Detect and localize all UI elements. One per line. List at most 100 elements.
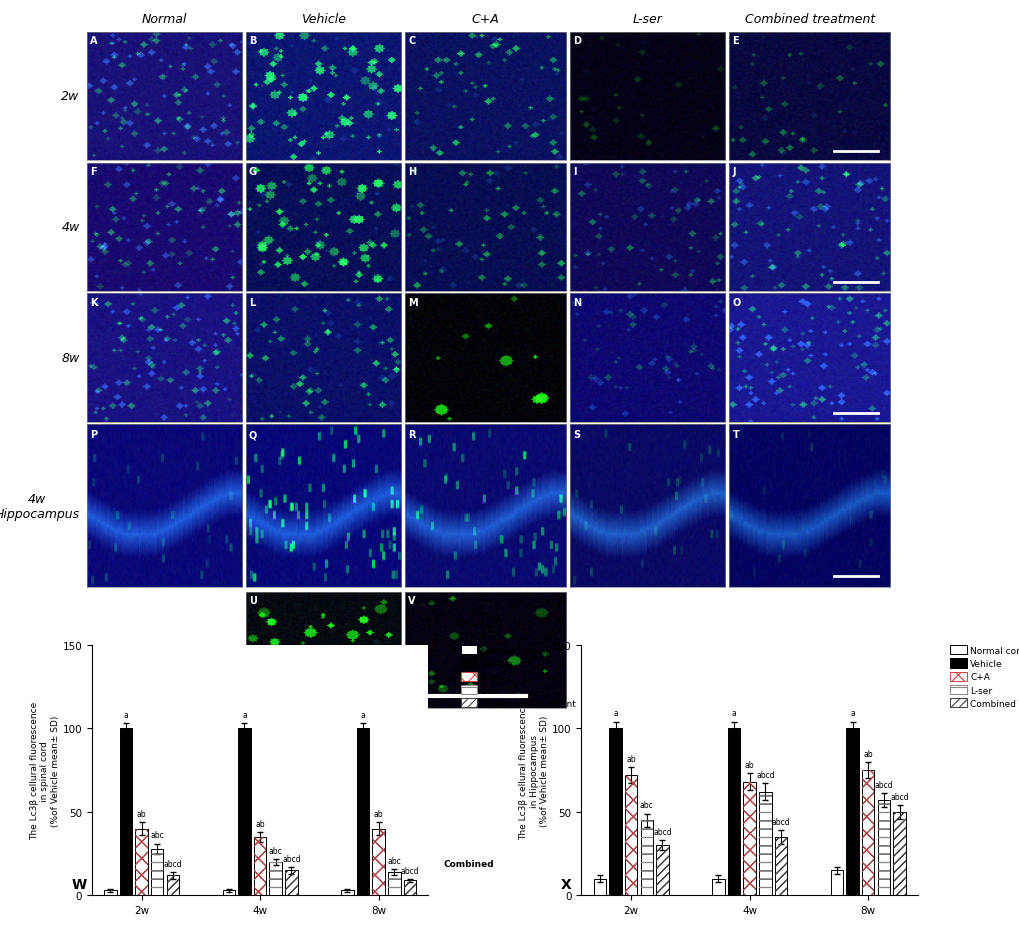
Bar (119, 728, 132, 896)
Bar (893, 812, 905, 896)
Text: abc: abc (150, 831, 164, 840)
Text: E: E (732, 36, 739, 46)
Bar (640, 820, 652, 896)
Bar (608, 728, 622, 896)
Bar (254, 837, 266, 896)
Bar (846, 728, 858, 896)
Bar (758, 792, 770, 896)
Bar (743, 782, 755, 896)
Text: a: a (731, 709, 736, 717)
Text: ab: ab (744, 760, 754, 769)
Text: abcd: abcd (652, 827, 672, 836)
Text: T: T (732, 430, 739, 440)
Bar (238, 728, 251, 896)
Text: Vehicle: Vehicle (301, 13, 345, 26)
Text: a: a (612, 709, 618, 717)
Bar (655, 845, 668, 896)
Bar (254, 837, 266, 896)
Text: 2w: 2w (61, 90, 79, 103)
Text: P: P (90, 430, 97, 440)
Text: O: O (732, 298, 740, 308)
Text: 8w: 8w (61, 352, 79, 365)
Text: a: a (850, 709, 854, 717)
Text: V: V (408, 596, 416, 606)
Text: K: K (90, 298, 97, 308)
Bar (728, 728, 740, 896)
Text: 4w
Hippocampus: 4w Hippocampus (0, 492, 79, 521)
Text: J: J (732, 167, 736, 177)
Text: abcd: abcd (282, 854, 301, 863)
Text: C: C (408, 36, 415, 46)
Bar (151, 849, 163, 896)
Text: ab: ab (862, 749, 872, 757)
Bar (269, 862, 281, 896)
Legend: Normal control, Vehicle, C+A, L-ser, Combined Treatment: Normal control, Vehicle, C+A, L-ser, Com… (460, 644, 576, 709)
Text: abc: abc (387, 856, 400, 865)
Bar (655, 845, 668, 896)
Text: abc: abc (269, 845, 282, 855)
Y-axis label: The Lc3β cellural fluorescence
in spinal cord
(%of Vehicle mean± SD): The Lc3β cellural fluorescence in spinal… (30, 702, 59, 839)
Bar (876, 800, 890, 896)
Text: L: L (249, 298, 255, 308)
Text: L-ser: L-ser (632, 13, 662, 26)
Bar (166, 875, 179, 896)
Bar (136, 829, 148, 896)
Bar (774, 837, 787, 896)
Text: ab: ab (255, 818, 265, 828)
Bar (640, 820, 652, 896)
Text: F: F (90, 167, 97, 177)
Text: abcd: abcd (873, 780, 893, 790)
Bar (861, 770, 873, 896)
Bar (593, 879, 605, 896)
Bar (404, 881, 416, 896)
Bar (876, 800, 890, 896)
Text: abcd: abcd (771, 818, 790, 826)
Bar (387, 872, 400, 896)
Text: abcd: abcd (890, 793, 908, 801)
Text: U: U (249, 596, 257, 606)
Text: X: X (560, 877, 572, 891)
Text: H: H (408, 167, 416, 177)
Bar (774, 837, 787, 896)
Text: Combined: Combined (443, 859, 494, 868)
Text: ab: ab (626, 754, 636, 763)
Bar (285, 870, 298, 896)
Text: a: a (123, 710, 128, 719)
Text: D: D (573, 36, 581, 46)
Bar (372, 829, 384, 896)
Text: M: M (408, 298, 418, 308)
Bar (829, 870, 843, 896)
Text: abcd: abcd (755, 770, 773, 780)
Text: N: N (573, 298, 581, 308)
Text: C+A: C+A (471, 13, 499, 26)
Text: ab: ab (373, 809, 383, 818)
Bar (625, 775, 637, 896)
Bar (387, 872, 400, 896)
Bar (285, 870, 298, 896)
Bar (166, 875, 179, 896)
Text: I: I (573, 167, 576, 177)
Legend: Normal control, Vehicle, C+A, L-ser, Combined Treatment: Normal control, Vehicle, C+A, L-ser, Com… (949, 644, 1019, 709)
Text: A: A (90, 36, 97, 46)
Y-axis label: The Lc3β cellural fluorescence
in Hippocampus
(%of Vehicle mean± SD): The Lc3β cellural fluorescence in Hippoc… (519, 702, 548, 839)
Bar (151, 849, 163, 896)
Text: ab: ab (137, 809, 147, 818)
Bar (861, 770, 873, 896)
Text: abc: abc (639, 801, 653, 809)
Bar (372, 829, 384, 896)
Text: Combined treatment: Combined treatment (744, 13, 874, 26)
Text: W: W (71, 877, 87, 891)
Text: a: a (361, 710, 365, 719)
Text: Q: Q (249, 430, 257, 440)
Text: R: R (408, 430, 416, 440)
Text: a: a (242, 710, 247, 719)
Bar (893, 812, 905, 896)
Bar (340, 891, 354, 896)
Bar (104, 891, 116, 896)
Bar (711, 879, 723, 896)
Bar (136, 829, 148, 896)
Text: abcd: abcd (163, 859, 182, 868)
Text: G: G (249, 167, 257, 177)
Bar (357, 728, 369, 896)
Bar (404, 881, 416, 896)
